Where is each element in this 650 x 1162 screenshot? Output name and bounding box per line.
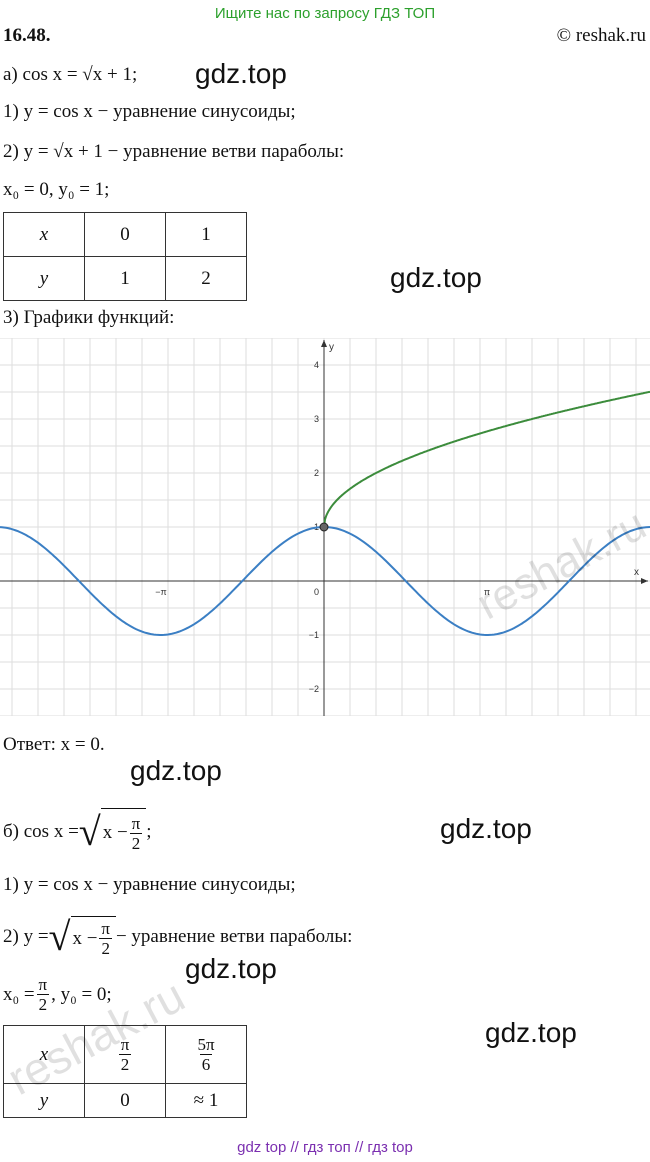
text: ;	[146, 820, 152, 842]
den: 2	[118, 1054, 132, 1074]
num: 5π	[197, 1035, 215, 1054]
cell: 1	[165, 212, 247, 257]
cell: 5π 6	[165, 1025, 247, 1084]
equation: б) cos x = √ x − π 2 ;	[3, 808, 152, 855]
equation: а) cos x = √x + 1;	[3, 64, 138, 85]
radicand: x − π 2	[100, 808, 147, 855]
den: 2	[36, 994, 50, 1014]
cell: 1	[84, 256, 166, 301]
cell: 0	[84, 212, 166, 257]
num: π	[38, 975, 48, 994]
axis-label: y	[329, 342, 334, 353]
den: 2	[129, 832, 143, 853]
num: π	[101, 919, 111, 938]
cell: 0	[84, 1083, 166, 1118]
watermark: gdz.top	[185, 953, 277, 984]
cell: 2	[165, 256, 247, 301]
y-tick-label: 3	[314, 414, 319, 424]
watermark: gdz.top	[440, 813, 532, 844]
step: 2) y = √x + 1 − уравнение ветви параболы…	[3, 141, 345, 162]
num: π	[131, 813, 141, 833]
y-tick-label: 2	[314, 468, 319, 478]
y-arrow	[321, 340, 327, 347]
axis-label: x	[634, 567, 639, 578]
answer: Ответ: x = 0.	[3, 734, 105, 755]
text: − уравнение ветви параболы:	[115, 926, 353, 947]
x-arrow	[641, 578, 648, 584]
text: x −	[72, 927, 98, 949]
watermark: gdz.top	[390, 262, 482, 293]
y-tick-label: −2	[309, 684, 319, 694]
den: 2	[99, 938, 112, 958]
intersection-point	[319, 522, 329, 532]
cell: x	[3, 212, 85, 257]
step: 2) y = √ x − π 2 − уравнение ветви параболы…	[3, 916, 352, 958]
den: 6	[199, 1054, 213, 1074]
cell: ≈ 1	[165, 1083, 247, 1118]
watermark: gdz.top	[130, 755, 222, 786]
y-tick-label: −1	[309, 630, 319, 640]
fraction: 5π 6	[197, 1035, 214, 1074]
cell: y	[3, 256, 85, 301]
footer: gdz top // гдз топ // гдз top	[237, 1139, 413, 1156]
radical: √	[78, 808, 101, 854]
text: x −	[102, 822, 128, 843]
sqrt: √ x − π 2	[49, 916, 116, 958]
watermark: gdz.top	[485, 1017, 577, 1048]
x-tick-label: −π	[155, 587, 166, 597]
vertex: x₀ = 0, y₀ = 1;	[3, 179, 110, 200]
num: π	[120, 1035, 130, 1054]
watermark: gdz.top	[195, 58, 287, 89]
step: 3) Графики функций:	[3, 307, 175, 328]
radicand: x − π 2	[70, 916, 116, 958]
problem-number: 16.48.	[3, 25, 51, 46]
x-tick-label: π	[484, 587, 490, 597]
origin-label: 0	[314, 587, 319, 597]
step: 1) y = cos x − уравнение синусоиды;	[3, 101, 296, 122]
y-tick-label: 4	[314, 360, 319, 370]
sqrt: √ x − π 2	[78, 808, 147, 855]
text: , y₀ = 0;	[51, 983, 112, 1005]
text: 2) y =	[3, 926, 49, 947]
text: б) cos x =	[3, 820, 79, 842]
search-hint: Ищите нас по запросу ГДЗ ТОП	[214, 5, 436, 22]
text: x₀ =	[3, 983, 35, 1005]
copyright: © reshak.ru	[556, 25, 646, 46]
root-curve	[323, 390, 650, 528]
step: 1) y = cos x − уравнение синусоиды;	[3, 874, 296, 895]
radical: √	[48, 914, 71, 959]
